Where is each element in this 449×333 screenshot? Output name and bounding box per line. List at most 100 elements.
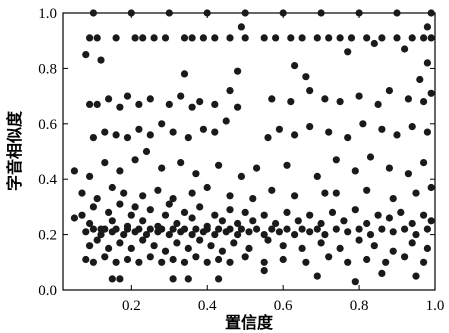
- data-point: [366, 153, 375, 161]
- data-point: [89, 225, 97, 233]
- data-point: [344, 134, 352, 142]
- data-point: [150, 242, 158, 250]
- data-point: [351, 206, 359, 214]
- data-point: [192, 170, 200, 178]
- data-point: [412, 231, 420, 239]
- data-point: [180, 258, 189, 266]
- data-point: [332, 189, 340, 197]
- data-point: [199, 125, 207, 133]
- data-point: [423, 128, 431, 136]
- data-point: [389, 195, 397, 203]
- data-point: [268, 186, 276, 194]
- data-point: [112, 34, 120, 42]
- data-point: [328, 208, 337, 216]
- data-point: [423, 244, 431, 252]
- data-point: [351, 167, 359, 175]
- x-tick-label: 0.6: [274, 298, 293, 314]
- y-tick-label: 1.0: [38, 6, 57, 22]
- data-point: [230, 239, 238, 247]
- data-point: [272, 34, 280, 42]
- data-point: [89, 258, 97, 266]
- x-tick-label: 0.4: [198, 298, 217, 314]
- data-point: [180, 70, 189, 78]
- data-point: [180, 225, 189, 233]
- data-point: [169, 255, 177, 264]
- data-point: [86, 219, 94, 228]
- data-point: [78, 211, 86, 219]
- data-point: [158, 120, 166, 128]
- data-point: [378, 225, 386, 233]
- data-point: [116, 103, 124, 111]
- data-point: [226, 225, 234, 233]
- data-point: [226, 206, 234, 214]
- data-point: [275, 125, 283, 133]
- data-point: [237, 23, 245, 31]
- data-point: [317, 239, 325, 247]
- data-point: [196, 203, 204, 211]
- data-point: [279, 242, 287, 250]
- data-point: [108, 275, 116, 283]
- data-point: [260, 267, 268, 275]
- data-point: [139, 236, 147, 244]
- data-point: [188, 231, 196, 239]
- data-point: [332, 156, 340, 164]
- data-point: [359, 120, 367, 128]
- data-point: [86, 34, 94, 42]
- data-point: [139, 34, 147, 42]
- data-point: [393, 9, 401, 17]
- data-point: [192, 253, 200, 261]
- x-tick-label: 1.0: [426, 298, 445, 314]
- data-point: [218, 247, 226, 255]
- data-point: [142, 147, 151, 156]
- data-point: [401, 45, 409, 53]
- x-axis-ticks: 0.2 0.4 0.6 0.8 1.0: [122, 13, 444, 314]
- data-point: [188, 214, 196, 222]
- data-point: [241, 34, 249, 42]
- data-point: [370, 39, 378, 48]
- data-point: [184, 134, 192, 142]
- data-point: [101, 253, 109, 261]
- data-point: [123, 225, 132, 233]
- data-point: [116, 239, 124, 247]
- data-point: [260, 211, 268, 219]
- data-point: [325, 128, 333, 136]
- data-point: [101, 225, 109, 233]
- data-point: [241, 208, 249, 216]
- data-point: [226, 87, 234, 95]
- data-point: [336, 34, 344, 42]
- data-point: [237, 225, 245, 233]
- data-point: [287, 98, 295, 106]
- data-point: [123, 134, 132, 142]
- data-point: [302, 73, 310, 81]
- y-tick-label: 0.8: [38, 61, 57, 77]
- data-point: [298, 244, 306, 252]
- data-point: [363, 219, 371, 228]
- data-point: [351, 278, 359, 286]
- y-tick-label: 0.4: [38, 172, 57, 188]
- data-point: [184, 275, 192, 283]
- data-point: [423, 23, 431, 31]
- data-point: [260, 34, 268, 42]
- data-point: [211, 231, 219, 239]
- data-point: [241, 253, 249, 261]
- data-point: [306, 87, 314, 95]
- data-point: [393, 34, 401, 42]
- data-point: [389, 228, 397, 236]
- data-point: [123, 92, 132, 100]
- data-point: [222, 117, 230, 125]
- data-point: [123, 255, 132, 264]
- data-point: [70, 167, 78, 175]
- data-point: [93, 34, 101, 42]
- data-point: [161, 247, 170, 255]
- data-point: [374, 211, 382, 219]
- data-point: [283, 225, 291, 233]
- data-point: [120, 231, 128, 239]
- y-axis-ticks: 0.0 0.2 0.4 0.6 0.8 1.0: [38, 6, 435, 299]
- data-point: [146, 225, 154, 233]
- data-point: [196, 236, 204, 244]
- data-point: [378, 269, 386, 277]
- data-point: [192, 225, 200, 233]
- data-point: [139, 217, 147, 225]
